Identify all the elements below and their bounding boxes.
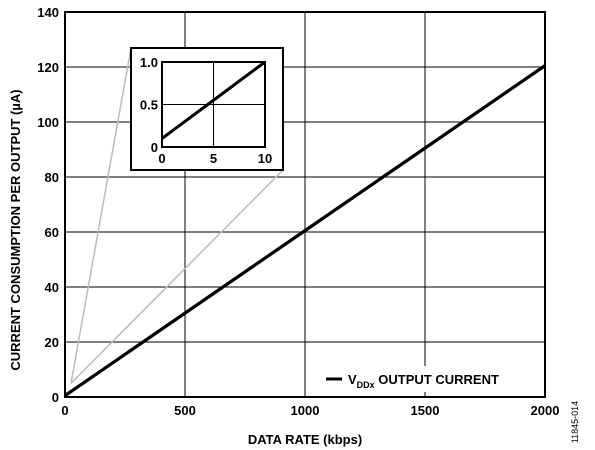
inset-x-tick-label: 10 (258, 151, 272, 166)
x-tick-label: 2000 (531, 403, 560, 418)
inset-x-tick-label: 5 (210, 151, 217, 166)
legend-label-subscript: DDx (357, 380, 375, 390)
inset-series-layer (161, 60, 266, 140)
y-tick-label: 100 (37, 115, 59, 130)
inset-y-tick-label: 0 (151, 140, 158, 155)
inset-connector-lines (70, 47, 284, 384)
legend: VDDx OUTPUT CURRENT (318, 366, 540, 392)
plot-frame (64, 11, 546, 398)
inset-y-tick-label: 1.0 (140, 55, 158, 70)
x-tick-label: 1000 (291, 403, 320, 418)
y-tick-label: 60 (45, 225, 59, 240)
legend-label-main: V (348, 372, 357, 387)
inset-connector-line (70, 169, 284, 384)
y-tick-label: 0 (52, 390, 59, 405)
series-line-vddx-output-current (64, 64, 546, 397)
inset-chart: 0 5 10 0 0.5 1.0 (130, 47, 284, 171)
inset-y-tick-label: 0.5 (140, 98, 158, 113)
series-layer (64, 64, 546, 397)
x-tick-label: 500 (174, 403, 196, 418)
inset-connector-line (70, 47, 132, 384)
y-tick-label: 20 (45, 335, 59, 350)
x-tick-label: 1500 (411, 403, 440, 418)
y-tick-label: 80 (45, 170, 59, 185)
figure-id: 11845-014 (570, 401, 580, 443)
y-tick-label: 120 (37, 60, 59, 75)
inset-plot-frame (161, 61, 266, 148)
legend-box (318, 366, 540, 392)
y-tick-label: 40 (45, 280, 59, 295)
inset-x-tick-label: 0 (158, 151, 165, 166)
inset-series-line (161, 60, 266, 140)
x-axis-title: DATA RATE (kbps) (248, 432, 362, 447)
x-tick-label: 0 (61, 403, 68, 418)
y-tick-label: 140 (37, 5, 59, 20)
y-axis-title: CURRENT CONSUMPTION PER OUTPUT (µA) (8, 89, 23, 370)
legend-label-suffix: OUTPUT CURRENT (375, 372, 499, 387)
legend-label: VDDx OUTPUT CURRENT (348, 372, 499, 390)
inset-axis-ticks: 0 5 10 0 0.5 1.0 (140, 55, 272, 166)
